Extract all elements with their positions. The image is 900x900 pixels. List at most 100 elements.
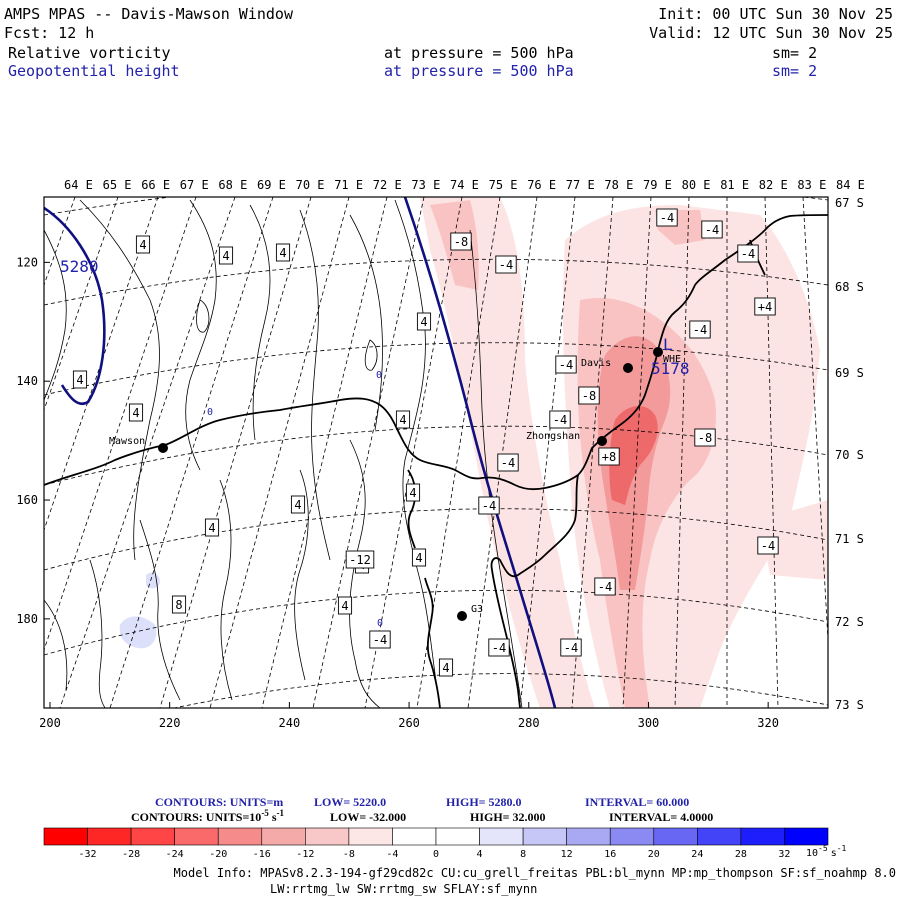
vorticity-label: 8 [171,595,187,614]
longitude-label: 68 E [218,178,247,192]
shade-positive-1 [119,616,157,649]
meridian-line [364,197,463,708]
latitude-label: 72 S [835,615,864,629]
meridian-line [159,197,312,708]
colorbar-tick: 20 [648,849,660,860]
coastline-amery [490,474,579,708]
colorbar-tick: 4 [477,849,483,860]
longitude-label: 78 E [604,178,633,192]
vorticity-label-text: -4 [482,499,496,513]
colorbar-swatch [87,827,132,846]
vorticity-label-box [128,403,144,422]
contour-interval-vorticity: INTERVAL= 4.0000 [609,810,713,824]
vorticity-label: 4 [275,243,291,262]
station-g3-marker[interactable] [457,611,467,621]
coastline-inland [424,577,441,708]
vorticity-label-text: +8 [602,450,616,464]
valid-time: Valid: 12 UTC Sun 30 Nov 25 [649,24,893,42]
latitude-label: 67 S [835,196,864,210]
model-info: Model Info: MPASv8.2.3-194-gf29cd82c CU:… [174,866,896,880]
vorticity-label-text: -4 [553,413,567,427]
height-labels: 5280 5178 [60,257,690,378]
station-g3-label: G3 [471,604,483,615]
colorbar-swatch [784,827,829,846]
vorticity-label: -4 [495,255,517,274]
station-davis-label: Davis [581,358,611,369]
vorticity-label-box [656,208,678,227]
latitude-label: 68 S [835,280,864,294]
longitude-labels: 64 E 65 E 66 E 67 E 68 E 69 E 70 E 71 E 72 E 73 E… [64,178,865,192]
vorticity-label-text: -4 [741,247,755,261]
vorticity-contour-line [196,299,210,333]
station-davis-marker[interactable] [623,363,633,373]
height-contour-5280 [44,206,106,406]
colorbar-tick: -28 [122,849,140,860]
colorbar-tick: -4 [386,849,398,860]
y-tick-label: 120 [16,255,38,269]
meridian-line [44,197,119,411]
vorticity-label-text: -4 [501,456,515,470]
vorticity-label-box [694,428,716,447]
colorbar-swatch [609,827,655,846]
low-center-marker: L [663,335,673,354]
vorticity-label-text: -8 [454,235,468,249]
colorbar-tick: 28 [735,849,747,860]
contour-interval-height: INTERVAL= 60.000 [585,795,689,809]
vorticity-label-text: 4 [139,238,146,252]
vorticity-label-text: -4 [598,580,612,594]
longitude-label: 82 E [759,178,788,192]
parallel-line [44,342,828,396]
vorticity-contour-line [79,199,160,561]
field1-smooth: sm= 2 [772,44,817,62]
latitude-label: 71 S [835,532,864,546]
vorticity-label-box [689,320,711,339]
contour-units-vorticity: CONTOURS: UNITS=10-5 s-1 [131,808,284,824]
meridian-line [571,197,614,708]
colorbar [43,827,829,846]
vorticity-contour-line [299,209,331,561]
vorticity-label-text: -8 [698,431,712,445]
longitude-label: 77 E [566,178,595,192]
colorbar-swatch [174,827,219,846]
shade-light-band-1 [420,197,595,708]
vorticity-label-box [737,244,759,263]
latitude-label: 69 S [835,366,864,380]
vorticity-label: -8 [694,428,716,447]
vorticity-label: -8 [578,386,600,405]
vorticity-label: 4 [438,658,454,677]
parallel-line [44,258,828,306]
height-label-5280: 5280 [60,257,99,276]
vorticity-label: -12 [345,550,375,569]
colorbar-tick: 8 [520,849,526,860]
colorbar-tick: 0 [433,849,439,860]
shade-light-band-4 [760,500,828,580]
vorticity-label: -4 [757,536,779,555]
vorticity-label-text: -12 [349,553,371,567]
station-mawson-marker[interactable] [158,443,168,453]
vorticity-label-box [416,312,432,331]
vorticity-label-box [204,518,220,537]
vorticity-label-text: -4 [693,323,707,337]
vorticity-label-box [578,386,600,405]
longitude-label: 67 E [180,178,209,192]
vorticity-label: 4 [395,410,411,429]
vorticity-contour-line [394,199,441,708]
shade-red-core [609,405,658,505]
vorticity-label: 4 [204,518,220,537]
coastline-inland-2 [407,469,417,549]
vorticity-label-text: -4 [492,641,506,655]
vorticity-label-box [405,483,421,502]
contour-info: CONTOURS: UNITS=m LOW= 5220.0 HIGH= 5280… [131,795,713,824]
vorticity-label: 4 [411,548,427,567]
longitude-label: 69 E [257,178,286,192]
colorbar-tick-labels: -32 -28 -24 -20 -16 -12 -8 -4 0 4 8 12 16 20 24 28 32 [79,849,791,860]
vorticity-label: 4 [72,370,88,389]
station-zhongshan-marker[interactable] [597,436,607,446]
vorticity-label-box [594,577,616,596]
vorticity-label-box [395,410,411,429]
field2-level: at pressure = 500 hPa [384,62,574,80]
station-whe-marker[interactable] [653,347,663,357]
longitude-label: 66 E [141,178,170,192]
contour-high-height: HIGH= 5280.0 [446,795,522,809]
